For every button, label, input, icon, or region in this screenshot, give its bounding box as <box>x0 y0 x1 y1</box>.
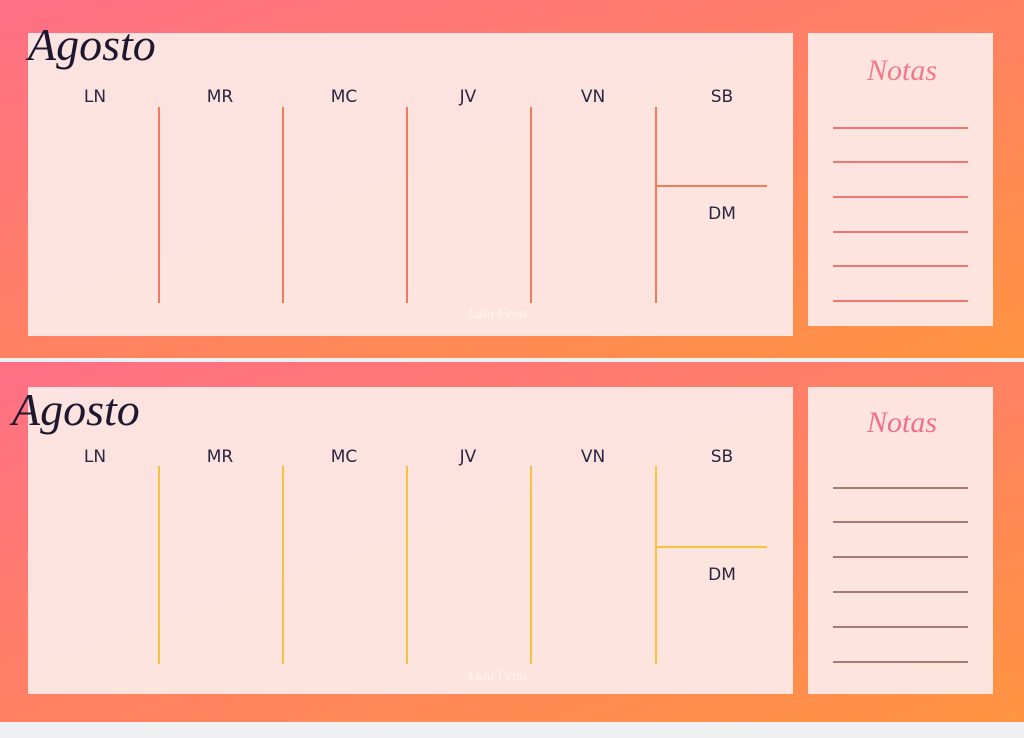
notes-panel <box>808 387 993 694</box>
watermark: Lulu Fems <box>467 669 528 684</box>
day-label: MR <box>207 87 234 107</box>
month-title: Agosto <box>9 384 140 435</box>
notes-title: Notas <box>866 406 937 439</box>
day-label: SB <box>711 447 733 467</box>
day-label: VN <box>581 87 605 107</box>
week-panel <box>28 387 793 694</box>
day-label: DM <box>708 204 736 224</box>
notes-panel <box>808 33 993 326</box>
day-label: DM <box>708 565 736 585</box>
month-title: Agosto <box>25 19 156 70</box>
day-label: MC <box>331 87 358 107</box>
day-label: MR <box>207 447 234 467</box>
watermark: Lulu Fems <box>467 307 528 322</box>
day-label: LN <box>84 447 106 467</box>
day-label: JV <box>459 447 477 467</box>
notes-title: Notas <box>866 54 937 87</box>
day-label: SB <box>711 87 733 107</box>
week-panel <box>28 33 793 336</box>
day-label: JV <box>459 87 477 107</box>
day-label: MC <box>331 447 358 467</box>
day-label: VN <box>581 447 605 467</box>
day-label: LN <box>84 87 106 107</box>
